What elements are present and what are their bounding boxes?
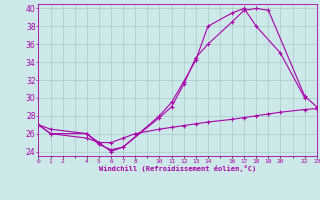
X-axis label: Windchill (Refroidissement éolien,°C): Windchill (Refroidissement éolien,°C): [99, 165, 256, 172]
